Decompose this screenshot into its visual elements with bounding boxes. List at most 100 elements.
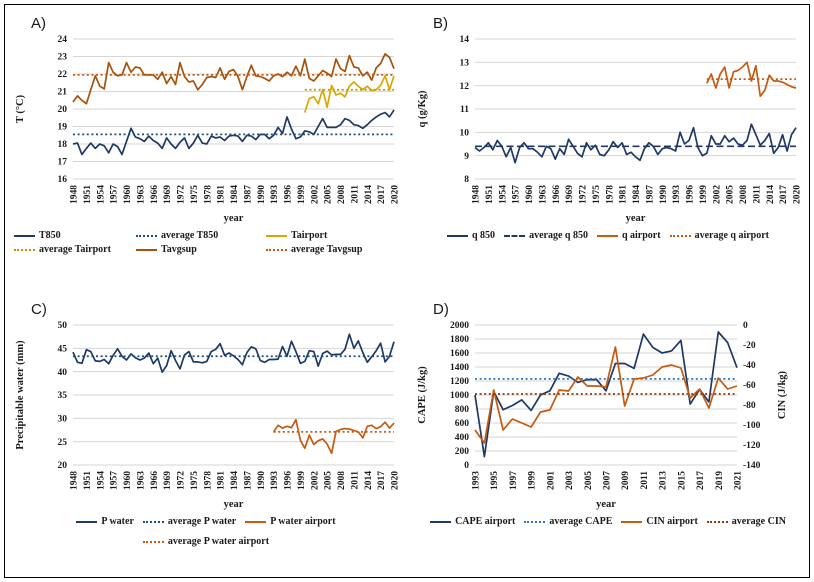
legend-label: average CAPE [549,516,613,527]
x-tick-label: 2002 [310,471,320,490]
x-tick-label: 2005 [324,471,334,490]
legend-line-sample [266,234,287,237]
legend-item: P water airport [245,516,336,527]
y-tick-label: 14 [460,35,470,45]
y-tick-label: 800 [455,405,470,415]
x-axis-title: year [224,213,244,224]
x-tick-label: 1975 [190,185,200,204]
legend-label: average q airport [694,230,769,241]
x-tick-label: 1966 [150,471,160,490]
x-tick-label: 2020 [391,471,401,490]
x-tick-label: 1948 [70,185,80,204]
y2-tick-label: 0 [743,321,748,331]
x-tick-label: 1999 [699,185,709,204]
x-tick-label: 2011 [640,471,650,490]
x-tick-label: 1981 [217,471,227,490]
y-tick-label: 13 [460,59,470,69]
y-tick-label: 24 [58,35,68,45]
legend-line-sample [669,234,691,237]
y-tick-label: 12 [460,82,470,92]
x-tick-label: 1969 [163,185,173,204]
legend-label: average Tavgsup [291,244,363,255]
y2-tick-label: -140 [743,461,761,471]
y-axis-title: CAPE (J/kg) [417,366,428,424]
legend-label: q airport [621,230,661,241]
x-tick-label: 1987 [243,185,253,204]
y2-tick-label: -80 [743,401,756,411]
x-tick-label: 1954 [96,471,106,490]
legend-label: P water [101,516,134,527]
x-tick-label: 1993 [270,471,280,490]
x-tick-label: 1957 [110,471,120,490]
x-tick-label: 1975 [190,471,200,490]
panel-c-label: C) [31,301,47,318]
panel-d-label: D) [433,301,449,318]
x-axis-title: year [626,213,646,224]
legend-line-sample [447,234,468,237]
legend-label: CAPE airport [455,516,516,527]
legend-item: CIN airport [621,516,698,527]
x-tick-label: 1990 [257,185,267,204]
panel-b-chart: 8 9 10 11 12 13 14 1948 1951 1954 1957 1960 1963 1966… [413,29,809,232]
y-tick-label: 8 [464,175,469,185]
x-tick-label: 2009 [621,471,631,490]
legend-item: average q airport [669,230,769,241]
x-tick-label: 1978 [203,471,213,490]
y-tick-label: 400 [455,433,470,443]
x-tick-label: 1984 [230,185,240,204]
x-tick-label: 1987 [645,185,655,204]
y-tick-label: 10 [460,129,470,139]
x-tick-label: 1954 [96,185,106,204]
x-tick-label: 1963 [538,185,548,204]
series-line [272,418,395,455]
legend-item: average Tavgsup [266,244,398,255]
figure-border: A) 16 17 18 19 20 21 22 23 24 1948 1951 1954 1957 196… [4,4,810,578]
x-tick-label: 1963 [136,185,146,204]
y-tick-label: 25 [58,438,68,448]
legend-item: Tairport [266,230,398,241]
y-tick-label: 18 [58,140,68,150]
x-tick-label: 1981 [217,185,227,204]
y2-tick-label: -40 [743,361,756,371]
series-line [474,346,738,444]
legend-line-sample [76,520,98,523]
x-tick-label: 1993 [472,471,482,490]
legend-item: q 850 [447,230,495,241]
legend-label: average P water airport [167,536,270,547]
y2-axis-title: CIN (J/kg) [777,370,788,419]
panel-b-label: B) [433,15,448,32]
x-tick-label: 2011 [350,471,360,490]
x-tick-label: 1997 [509,471,519,490]
legend-label: CIN airport [646,516,698,527]
x-tick-label: 1951 [485,185,495,204]
x-tick-label: 1978 [203,185,213,204]
y-tick-label: 1600 [450,349,469,359]
chart-svg: 0 200 400 600 800 1000 1200 1400 1600 1800 2000 0 -2… [417,321,788,510]
legend-item: P water [76,516,134,527]
legend-item: CAPE airport [430,516,515,527]
y-tick-label: 20 [58,105,68,115]
y-tick-label: 23 [58,53,68,63]
legend-item: q airport [596,230,661,241]
x-tick-label: 2014 [766,185,776,204]
legend-label: average CIN [731,516,786,527]
x-tick-label: 1981 [619,185,629,204]
legend-item: average CAPE [524,516,612,527]
x-tick-label: 2021 [734,471,744,490]
x-tick-label: 1960 [525,185,535,204]
y-tick-label: 50 [58,321,68,331]
y-axis-title: q (g/Kg) [417,90,428,128]
x-tick-label: 1966 [552,185,562,204]
y-tick-label: 600 [455,419,470,429]
x-tick-label: 2007 [603,471,613,490]
panel-a-legend: T850 average T850 Tairport average Tairport… [5,230,407,255]
y2-tick-label: -120 [743,441,761,451]
y-tick-label: 2000 [450,321,469,331]
legend-line-sample [136,234,157,237]
x-tick-label: 1972 [177,185,187,204]
x-tick-label: 2002 [310,185,320,204]
y-tick-label: 1400 [450,363,469,373]
x-tick-label: 1990 [659,185,669,204]
y-tick-label: 9 [464,152,469,162]
x-tick-label: 2017 [779,185,789,204]
